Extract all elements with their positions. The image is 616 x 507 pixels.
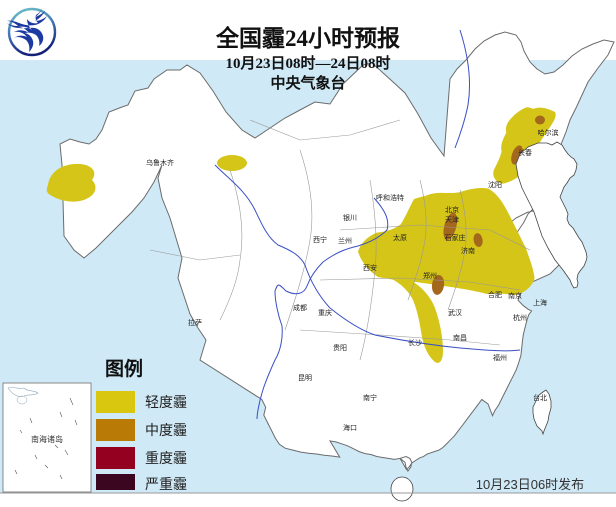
svg-text:哈尔滨: 哈尔滨	[538, 128, 559, 137]
svg-text:昆明: 昆明	[298, 374, 312, 382]
svg-text:轻度霾: 轻度霾	[145, 394, 187, 410]
svg-text:南昌: 南昌	[453, 333, 467, 342]
svg-text:西宁: 西宁	[313, 235, 327, 244]
svg-text:重度霾: 重度霾	[145, 450, 187, 466]
svg-text:严重霾: 严重霾	[145, 476, 187, 492]
svg-text:图例: 图例	[105, 357, 143, 380]
svg-text:石家庄: 石家庄	[445, 233, 466, 242]
svg-text:长沙: 长沙	[408, 338, 422, 347]
svg-text:中央气象台: 中央气象台	[270, 74, 345, 92]
svg-text:拉萨: 拉萨	[188, 318, 202, 327]
svg-text:南宁: 南宁	[363, 393, 377, 402]
svg-text:重庆: 重庆	[318, 308, 332, 317]
svg-text:福州: 福州	[493, 353, 507, 362]
svg-text:兰州: 兰州	[338, 236, 352, 245]
svg-text:银川: 银川	[343, 213, 357, 222]
svg-text:长春: 长春	[518, 148, 532, 157]
svg-text:全国霾24小时预报: 全国霾24小时预报	[215, 25, 400, 51]
svg-text:成都: 成都	[293, 303, 307, 312]
svg-text:西安: 西安	[363, 263, 377, 272]
svg-text:北京: 北京	[445, 205, 459, 214]
svg-text:沈阳: 沈阳	[488, 180, 502, 189]
svg-text:10月23日06时发布: 10月23日06时发布	[476, 477, 584, 492]
svg-text:郑州: 郑州	[423, 272, 437, 280]
svg-text:10月23日08时—24日08时: 10月23日08时—24日08时	[225, 55, 390, 72]
svg-text:上海: 上海	[533, 298, 547, 307]
svg-text:乌鲁木齐: 乌鲁木齐	[146, 158, 174, 167]
svg-text:南京: 南京	[508, 291, 522, 300]
svg-text:台北: 台北	[533, 393, 547, 402]
svg-text:济南: 济南	[461, 246, 475, 255]
svg-text:海口: 海口	[343, 423, 357, 432]
svg-text:杭州: 杭州	[513, 313, 527, 322]
svg-text:南海诸岛: 南海诸岛	[31, 434, 63, 444]
svg-text:中度霾: 中度霾	[145, 422, 187, 438]
svg-text:武汉: 武汉	[448, 308, 462, 317]
svg-text:太原: 太原	[393, 233, 407, 242]
svg-text:呼和浩特: 呼和浩特	[376, 193, 404, 202]
svg-text:天津: 天津	[445, 216, 459, 224]
svg-text:贵阳: 贵阳	[333, 343, 347, 352]
svg-text:合肥: 合肥	[488, 290, 502, 299]
